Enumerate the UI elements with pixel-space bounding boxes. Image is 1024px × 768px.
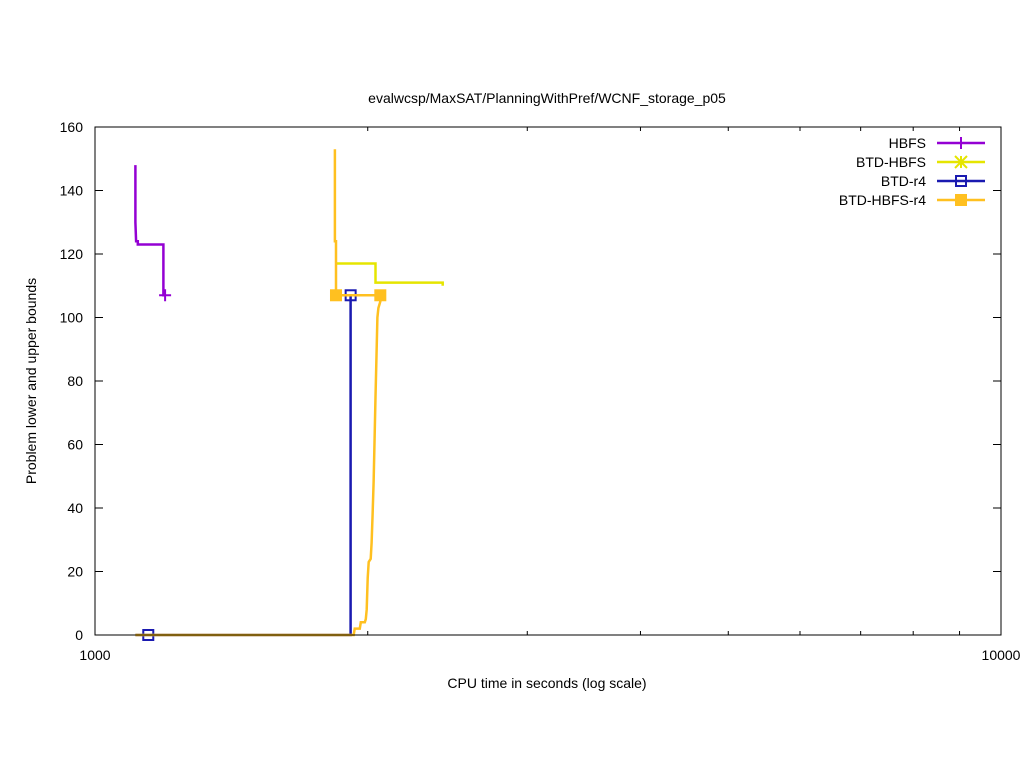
y-tick-label: 60: [67, 437, 83, 453]
y-tick-label: 0: [75, 627, 83, 643]
series-line-btd-hbfs-r4: [135, 149, 382, 637]
series-line-btd-hbfs: [336, 262, 444, 286]
x-tick-label: 10000: [982, 647, 1021, 663]
axis-ticks: 0 20 40 60 80 100 120 140 160 1000 10000: [60, 119, 1021, 663]
legend-label-btd-hbfs-r4: BTD-HBFS-r4: [839, 192, 926, 208]
y-tick-label: 80: [67, 373, 83, 389]
data-point-marker: [159, 289, 172, 302]
y-tick-label: 140: [60, 183, 84, 199]
legend-label-hbfs: HBFS: [889, 135, 926, 151]
series-btd-hbfs: [336, 262, 444, 286]
x-tick-label: 1000: [79, 647, 110, 663]
y-tick-label: 20: [67, 564, 83, 580]
series-btd-r4: [135, 289, 357, 641]
y-tick-label: 120: [60, 246, 84, 262]
legend-label-btd-r4: BTD-r4: [881, 173, 926, 189]
y-axis-label: Problem lower and upper bounds: [23, 278, 39, 484]
plot-frame: [94, 126, 1002, 636]
y-tick-label: 100: [60, 310, 84, 326]
y-tick-label: 40: [67, 500, 83, 516]
legend-marker-hbfs: [955, 137, 967, 149]
x-axis-label: CPU time in seconds (log scale): [447, 675, 646, 691]
legend: HBFS BTD-HBFS BTD-r4 BTD-HBFS-r4: [839, 135, 985, 208]
series-line-hbfs: [134, 165, 166, 297]
series-layer: [134, 149, 444, 641]
data-point-marker: [374, 289, 387, 302]
chart-title: evalwcsp/MaxSAT/PlanningWithPref/WCNF_st…: [368, 90, 726, 106]
y-tick-label: 160: [60, 119, 84, 135]
legend-marker-btd-r4: [955, 175, 967, 187]
legend-label-btd-hbfs: BTD-HBFS: [856, 154, 926, 170]
series-line-btd-r4: [135, 295, 352, 637]
legend-marker-btd-hbfs-r4: [955, 194, 967, 206]
data-point-marker: [329, 289, 342, 302]
series-btd-hbfs-r4: [135, 149, 387, 637]
legend-marker-btd-hbfs: [954, 155, 968, 169]
series-hbfs: [134, 165, 172, 302]
